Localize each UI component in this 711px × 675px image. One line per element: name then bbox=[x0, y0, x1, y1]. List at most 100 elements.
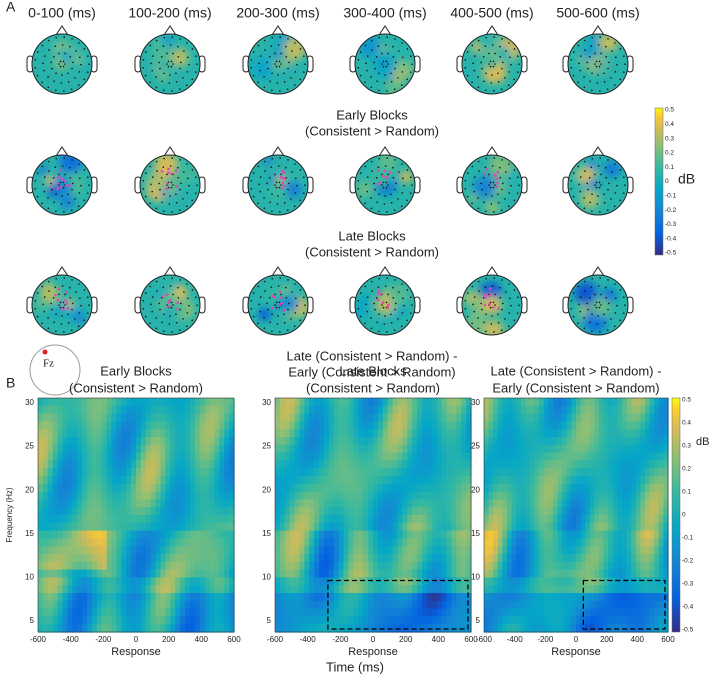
heatmap-cell bbox=[422, 483, 428, 493]
heatmap-cell bbox=[194, 429, 201, 438]
heatmap-cell bbox=[412, 460, 418, 469]
electrode bbox=[594, 173, 596, 176]
heatmap-cell bbox=[441, 569, 448, 578]
heatmap-cell bbox=[548, 452, 554, 461]
electrode bbox=[501, 188, 503, 191]
heatmap-cell bbox=[654, 522, 660, 532]
heatmap-cell bbox=[131, 530, 137, 539]
heatmap-cell bbox=[543, 405, 549, 415]
heatmap-cell bbox=[502, 546, 508, 555]
heatmap-cell bbox=[649, 398, 655, 407]
heatmap-cell bbox=[333, 515, 340, 524]
heatmap-cell bbox=[116, 593, 122, 602]
heatmap-cell bbox=[150, 585, 157, 594]
heatmap-cell bbox=[431, 593, 438, 602]
heatmap-cell bbox=[608, 491, 614, 500]
electrode bbox=[78, 163, 80, 165]
electrode bbox=[275, 181, 278, 184]
heatmap-cell bbox=[42, 398, 49, 407]
electrode bbox=[493, 331, 495, 333]
heatmap-cell bbox=[87, 421, 93, 430]
heatmap-cell bbox=[553, 491, 559, 500]
sig-electrode bbox=[65, 183, 68, 187]
heatmap-cell bbox=[87, 585, 93, 594]
electrode bbox=[600, 293, 602, 296]
heatmap-cell bbox=[328, 452, 335, 461]
heatmap-cell bbox=[368, 515, 374, 524]
heatmap-cell bbox=[328, 577, 335, 586]
heatmap-cell bbox=[617, 421, 623, 430]
row-caption: (Consistent > Random) bbox=[305, 244, 439, 259]
heatmap-cell bbox=[626, 561, 632, 571]
heatmap-cell bbox=[431, 405, 438, 415]
heatmap-cell bbox=[358, 561, 364, 571]
heatmap-cell bbox=[525, 593, 531, 602]
heatmap-cell bbox=[165, 452, 171, 461]
heatmap-cell bbox=[111, 444, 117, 454]
heatmap-cell bbox=[314, 530, 320, 539]
electrode bbox=[508, 192, 511, 194]
heatmap-cell bbox=[353, 585, 359, 594]
electrode bbox=[171, 277, 174, 279]
heatmap-cell bbox=[319, 530, 325, 539]
heatmap-cell bbox=[57, 569, 64, 578]
heatmap-cell bbox=[603, 444, 609, 454]
heatmap-cell bbox=[412, 491, 418, 500]
heatmap-cell bbox=[635, 608, 641, 617]
heatmap-cell bbox=[461, 515, 467, 524]
heatmap-cell bbox=[47, 522, 54, 532]
heatmap-cell bbox=[87, 577, 93, 586]
topoplot bbox=[26, 266, 98, 336]
heatmap-cell bbox=[131, 616, 137, 625]
heatmap-cell bbox=[77, 624, 83, 633]
heatmap-cell bbox=[377, 608, 384, 617]
heatmap-cell bbox=[126, 546, 132, 555]
heatmap-cell bbox=[170, 460, 176, 469]
heatmap-cell bbox=[348, 561, 354, 571]
electrode bbox=[364, 285, 367, 288]
heatmap-cell bbox=[441, 460, 448, 469]
electrode bbox=[572, 292, 575, 294]
electrode bbox=[493, 277, 496, 279]
heatmap-cell bbox=[451, 398, 457, 407]
heatmap-cell bbox=[373, 546, 379, 555]
electrode bbox=[51, 67, 53, 70]
heatmap-cell bbox=[343, 413, 350, 422]
heatmap-cell bbox=[170, 554, 176, 563]
heatmap-cell bbox=[199, 546, 206, 555]
sig-electrode bbox=[65, 291, 68, 294]
electrode bbox=[158, 61, 160, 64]
heatmap-cell bbox=[622, 429, 628, 438]
electrode bbox=[166, 304, 168, 306]
heatmap-cell bbox=[309, 515, 315, 524]
heatmap-cell bbox=[507, 577, 513, 586]
heatmap-cell bbox=[585, 507, 591, 516]
heatmap-cell bbox=[309, 460, 315, 469]
heatmap-cell bbox=[224, 413, 230, 422]
heatmap-cell bbox=[488, 429, 494, 438]
electrode bbox=[386, 277, 389, 279]
heatmap-cell bbox=[363, 577, 369, 586]
electrode bbox=[155, 160, 158, 163]
electrode bbox=[299, 48, 302, 50]
heatmap-cell bbox=[368, 554, 374, 563]
heatmap-cell bbox=[548, 507, 554, 516]
heatmap-cell bbox=[314, 499, 320, 508]
heatmap-cell bbox=[289, 515, 296, 524]
colorbar-unit: dB bbox=[678, 171, 695, 187]
heatmap-cell bbox=[284, 538, 291, 547]
heatmap-cell bbox=[170, 538, 176, 547]
heatmap-cell bbox=[539, 515, 545, 524]
electrode bbox=[162, 45, 165, 48]
heatmap-cell bbox=[451, 507, 457, 516]
electrode bbox=[149, 285, 152, 288]
heatmap-cell bbox=[121, 546, 127, 555]
heatmap-cell bbox=[279, 546, 286, 555]
heatmap-cell bbox=[426, 530, 433, 539]
heatmap-cell bbox=[626, 538, 632, 547]
heatmap-cell bbox=[328, 522, 335, 532]
heatmap-cell bbox=[324, 491, 330, 500]
heatmap-cell bbox=[299, 483, 305, 493]
heatmap-cell bbox=[431, 398, 438, 407]
electrode bbox=[366, 190, 368, 193]
